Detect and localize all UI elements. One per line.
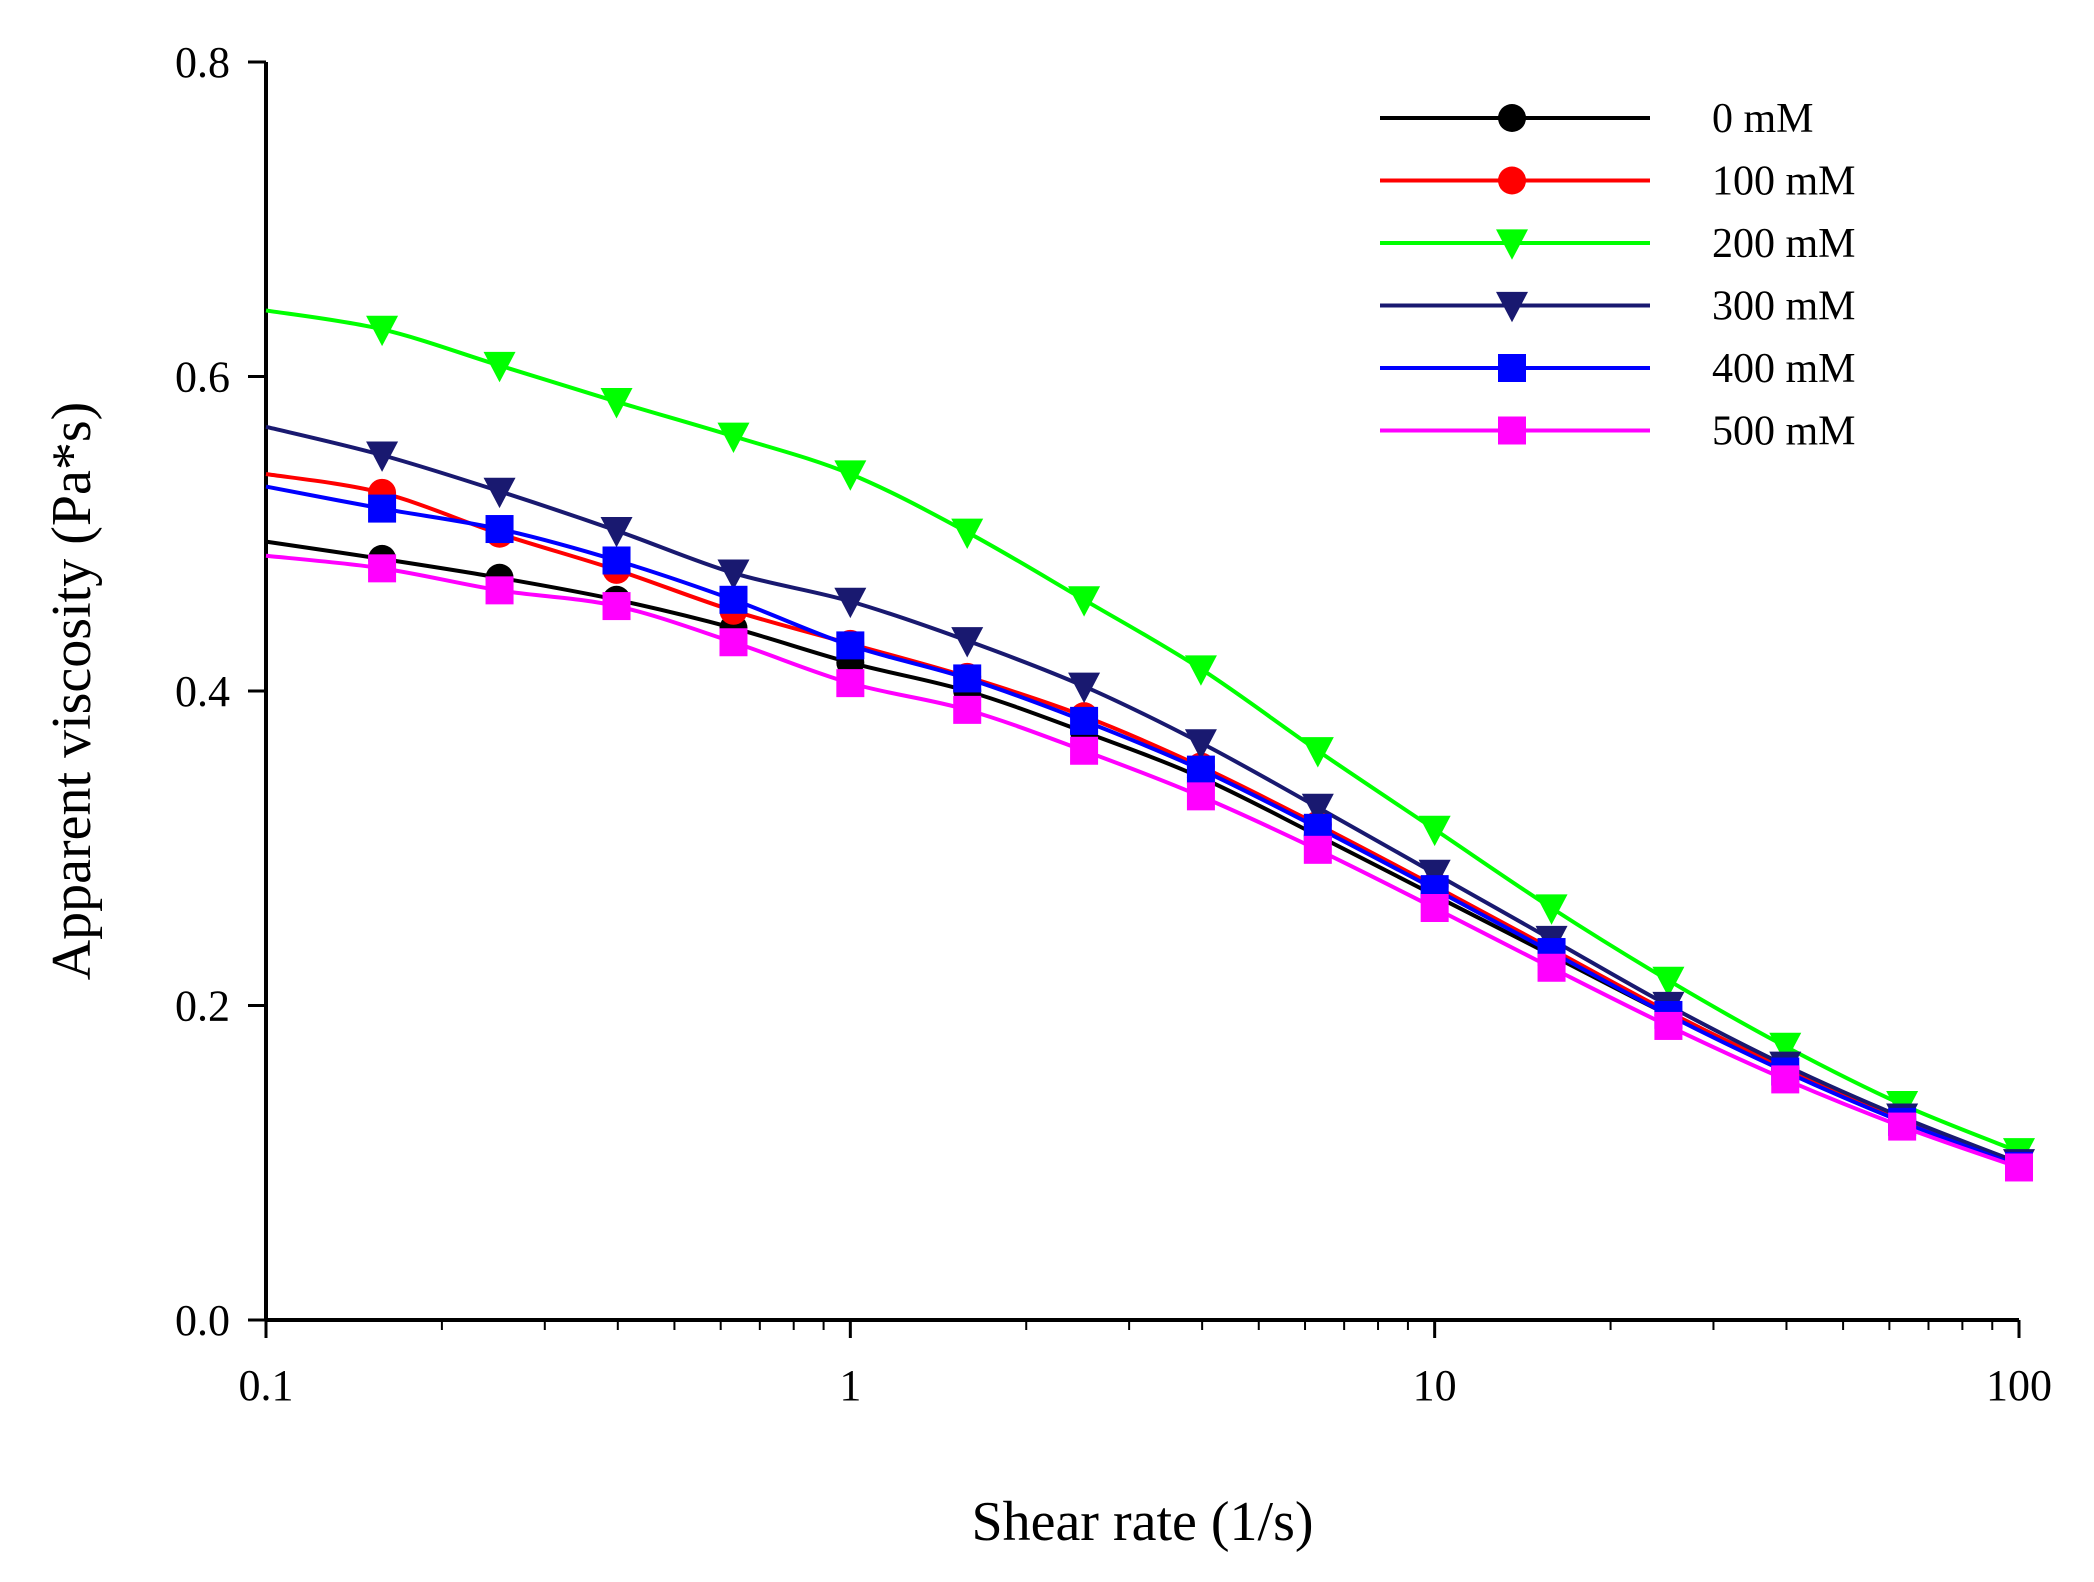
legend-item-400-mm: 400 mM [1380, 346, 1856, 392]
legend-marker [1496, 229, 1528, 260]
series-line-100-mm [265, 472, 2020, 1167]
legend-label: 500 mM [1712, 409, 1856, 455]
data-point-500-mm [953, 695, 982, 724]
y-axis-title: Apparent viscosity (Pa*s) [41, 402, 103, 981]
data-point-500-mm [2005, 1153, 2033, 1182]
data-point-400-mm [485, 515, 514, 544]
data-point-200-mm [1418, 815, 1451, 847]
legend-marker [1498, 104, 1526, 132]
data-point-200-mm [1184, 655, 1217, 686]
data-point-500-mm [1420, 894, 1449, 923]
data-point-200-mm [1652, 966, 1685, 998]
data-point-300-mm [1301, 793, 1334, 825]
data-point-200-mm [951, 518, 984, 549]
data-point-400-mm [1186, 755, 1215, 784]
y-ticks: 0.0 0.2 0.4 0.6 0.8 [175, 38, 266, 1345]
data-point-500-mm [836, 669, 865, 698]
y-tick-label: 0.4 [175, 667, 230, 716]
data-point-400-mm [719, 585, 748, 614]
data-point-200-mm [1535, 894, 1568, 925]
x-tick-label: 100 [1986, 1361, 2052, 1410]
series-line-300-mm [265, 424, 2020, 1165]
data-point-300-mm [1418, 859, 1451, 891]
legend-marker [1496, 291, 1528, 323]
data-point-400-mm [602, 546, 631, 575]
data-point-500-mm [1186, 782, 1215, 811]
x-tick-label: 1 [839, 1361, 861, 1410]
legend-label: 0 mM [1712, 96, 1814, 142]
legend-marker [1498, 416, 1526, 445]
data-point-200-mm [366, 315, 399, 347]
data-point-400-mm [368, 494, 397, 523]
data-point-300-mm [483, 477, 516, 509]
data-point-300-mm [1068, 672, 1101, 704]
data-point-500-mm [602, 592, 631, 621]
data-point-200-mm [834, 460, 867, 491]
data-point-500-mm [1654, 1011, 1683, 1040]
legend-item-0-mm: 0 mM [1380, 96, 1814, 142]
data-point-200-mm [600, 388, 633, 419]
y-tick-label: 0.2 [175, 982, 230, 1031]
legend-marker [1498, 354, 1526, 382]
y-tick-label: 0.6 [175, 353, 230, 402]
data-point-500-mm [1303, 835, 1332, 864]
legend-marker [1498, 166, 1526, 195]
series-line-200-mm [265, 308, 2020, 1154]
x-tick-label: 0.1 [239, 1361, 294, 1410]
data-point-200-mm [483, 351, 516, 383]
series-400-mm [265, 484, 2033, 1180]
legend-label: 300 mM [1712, 284, 1856, 330]
legend: 0 mM 100 mM 200 mM 300 mM 400 mM 500 mM [1380, 96, 1856, 455]
series-300-mm [265, 424, 2035, 1180]
x-ticks: 0.1 1 10 100 [239, 1320, 2052, 1410]
data-point-300-mm [366, 441, 399, 472]
data-point-500-mm [1537, 953, 1566, 982]
legend-item-300-mm: 300 mM [1380, 284, 1856, 330]
series-line-400-mm [265, 484, 2020, 1168]
data-point-400-mm [1070, 706, 1099, 735]
legend-label: 100 mM [1712, 159, 1856, 205]
x-tick-label: 10 [1413, 1361, 1457, 1410]
x-axis-title: Shear rate (1/s) [971, 1491, 1313, 1553]
x-axis: 0.1 1 10 100 Shear rate (1/s) [239, 1318, 2052, 1553]
data-point-500-mm [719, 628, 748, 657]
data-point-300-mm [600, 517, 633, 548]
series-line-500-mm [265, 553, 2020, 1170]
data-point-500-mm [1070, 736, 1099, 765]
data-point-500-mm [368, 554, 397, 583]
y-tick-label: 0.8 [175, 38, 230, 87]
data-point-500-mm [485, 576, 514, 605]
y-axis: 0.0 0.2 0.4 0.6 0.8 Apparent viscosity (Pa*s… [41, 38, 268, 1345]
data-point-200-mm [1769, 1032, 1802, 1064]
data-point-300-mm [1184, 729, 1217, 760]
legend-item-100-mm: 100 mM [1380, 159, 1856, 205]
legend-label: 200 mM [1712, 221, 1856, 267]
plot-series [265, 308, 2035, 1182]
data-point-300-mm [951, 627, 984, 658]
data-point-400-mm [836, 631, 865, 660]
data-point-500-mm [1771, 1065, 1800, 1094]
data-point-300-mm [717, 559, 750, 590]
data-point-200-mm [1068, 586, 1101, 617]
series-500-mm [265, 553, 2033, 1182]
data-point-400-mm [953, 664, 982, 693]
data-point-500-mm [1888, 1112, 1917, 1141]
data-point-200-mm [1301, 737, 1334, 768]
legend-item-500-mm: 500 mM [1380, 409, 1856, 455]
series-200-mm [265, 308, 2035, 1169]
legend-item-200-mm: 200 mM [1380, 221, 1856, 267]
y-tick-label: 0.0 [175, 1296, 230, 1345]
data-point-200-mm [717, 422, 750, 454]
data-point-300-mm [834, 587, 867, 619]
legend-label: 400 mM [1712, 346, 1856, 392]
